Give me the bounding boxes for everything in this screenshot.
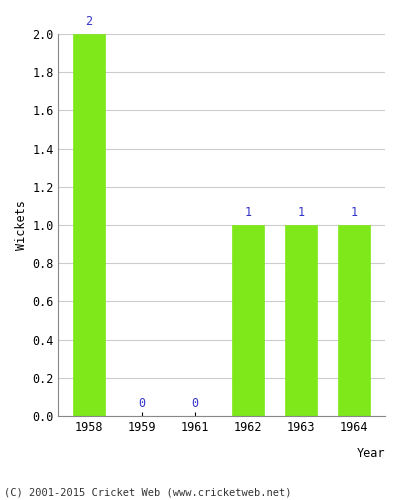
Text: 0: 0	[192, 398, 199, 410]
Bar	[338, 225, 370, 416]
Text: 0: 0	[139, 398, 146, 410]
Text: 1: 1	[298, 206, 305, 220]
Text: 1: 1	[351, 206, 358, 220]
Text: 2: 2	[86, 15, 93, 28]
Text: (C) 2001-2015 Cricket Web (www.cricketweb.net): (C) 2001-2015 Cricket Web (www.cricketwe…	[4, 488, 292, 498]
Text: Year: Year	[356, 447, 385, 460]
Y-axis label: Wickets: Wickets	[15, 200, 28, 250]
Text: 1: 1	[245, 206, 252, 220]
Bar	[73, 34, 105, 416]
Bar	[285, 225, 317, 416]
Bar	[232, 225, 264, 416]
